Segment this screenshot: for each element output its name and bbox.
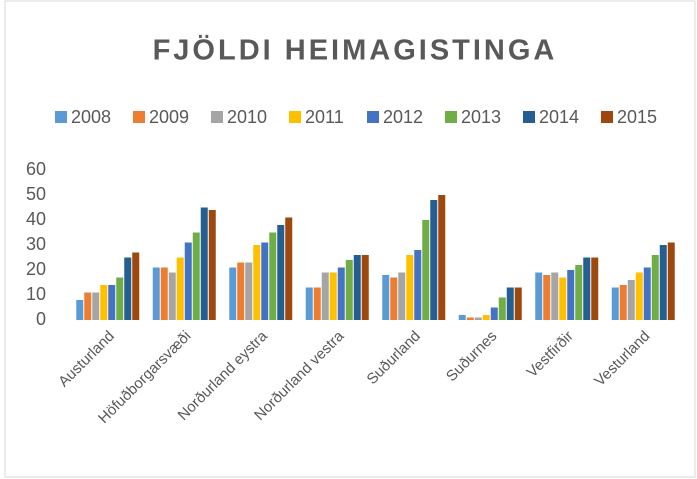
bar [559,277,567,320]
bar [229,267,237,320]
bar [329,272,337,320]
bar [100,285,108,320]
bar [506,287,514,320]
y-tick-label: 20 [26,259,46,279]
y-tick-label: 40 [26,209,46,229]
bar [438,195,446,320]
bar [535,272,543,320]
bar [635,272,643,320]
bar [643,267,651,320]
bar [84,292,92,320]
legend-swatch [367,111,379,123]
bar [667,242,675,320]
legend-label: 2012 [383,107,423,127]
bar [152,267,160,320]
legend-swatch [55,111,67,123]
legend-swatch [133,111,145,123]
bar [353,255,361,320]
bar [398,272,406,320]
bar [253,245,261,320]
legend-label: 2008 [71,107,111,127]
bar [490,307,498,320]
bar [575,265,583,320]
bar [92,292,100,320]
bar [514,287,522,320]
bar [200,207,208,320]
bar [313,287,321,320]
bar [466,317,474,320]
chart-frame [4,0,696,478]
legend-label: 2015 [617,107,657,127]
bar [651,255,659,320]
bar [305,287,313,320]
bar [458,315,466,320]
y-tick-label: 10 [26,284,46,304]
bar [277,225,285,320]
y-tick-label: 0 [36,309,46,329]
bar [168,272,176,320]
bar [551,272,559,320]
bar [261,242,269,320]
y-tick-label: 50 [26,184,46,204]
bar [208,210,216,320]
bar [337,267,345,320]
bar [108,285,116,320]
bar [583,257,591,320]
legend-label: 2014 [539,107,579,127]
bar [192,232,200,320]
bar [76,300,84,320]
bar [567,270,575,320]
bar [237,262,245,320]
bar [269,232,277,320]
bar [498,297,506,320]
bar [132,252,140,320]
bar [176,257,184,320]
bar [321,272,329,320]
bar [116,277,124,320]
bar [474,317,482,320]
legend-label: 2009 [149,107,189,127]
legend-swatch [289,111,301,123]
bar [482,315,490,320]
legend-swatch [211,111,223,123]
y-tick-label: 60 [26,159,46,179]
bar [619,285,627,320]
legend-label: 2011 [305,107,344,127]
bar [611,287,619,320]
bar [124,257,132,320]
bar [422,220,430,320]
bar [345,260,353,320]
bar [414,250,422,320]
bar [406,255,414,320]
bar [160,267,168,320]
bar [184,242,192,320]
bar [361,255,369,320]
legend-swatch [445,111,457,123]
bar [659,245,667,320]
bar [543,275,551,320]
legend-swatch [523,111,535,123]
y-tick-label: 30 [26,234,46,254]
bar [627,280,635,320]
bar [591,257,599,320]
bar [245,262,253,320]
bar [285,217,293,320]
bar [430,200,438,320]
legend-label: 2010 [227,107,267,127]
bar [382,275,390,320]
chart-title: FJÖLDI HEIMAGISTINGA [153,34,558,67]
legend-swatch [601,111,613,123]
bar [390,277,398,320]
legend-label: 2013 [461,107,501,127]
